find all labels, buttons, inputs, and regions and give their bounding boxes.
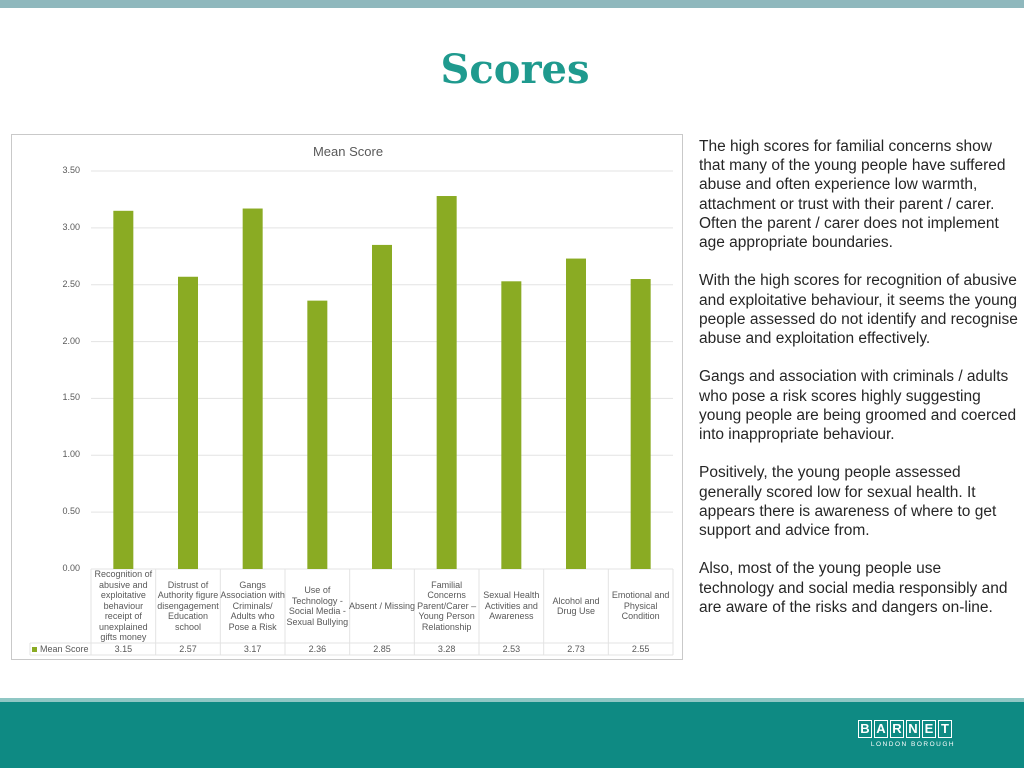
category-label: Alcohol and Drug Use <box>552 595 600 617</box>
bar-chart <box>29 170 674 656</box>
data-label: 3.17 <box>243 644 262 654</box>
category-label: Distrust of Authority figure disengageme… <box>157 579 219 632</box>
bar <box>436 196 457 569</box>
category-label: Use of Technology - Social Media - Sexua… <box>286 585 349 627</box>
bar <box>372 244 392 569</box>
slide-title: Scores <box>440 46 590 93</box>
y-tick-label: 2.00 <box>62 335 80 346</box>
logo-letter: B <box>858 720 872 738</box>
footer-band <box>0 702 1024 768</box>
logo-subtitle: LONDON BOROUGH <box>870 741 956 748</box>
chart-container: Mean Score 0.00 0.50 1.00 1.50 2.00 2.50 3.00 3… <box>11 134 683 660</box>
category-label: Familial Concerns Parent/Carer – Young P… <box>417 579 477 632</box>
commentary-text: The high scores for familial concerns sh… <box>699 137 1019 636</box>
bar <box>630 279 651 569</box>
data-label: 2.73 <box>567 644 585 654</box>
logo-letter: T <box>938 720 952 738</box>
bar <box>178 276 198 569</box>
y-tick-label: 3.00 <box>62 221 80 232</box>
data-label: 2.36 <box>308 644 327 654</box>
category-label: Absent / Missing <box>348 600 415 611</box>
bar <box>242 208 263 570</box>
category-label: Gangs Association with Criminals/ Adults… <box>220 579 285 632</box>
y-tick-label: 2.50 <box>62 278 80 289</box>
y-tick-label: 0.00 <box>62 563 80 573</box>
logo-letter: E <box>922 720 936 738</box>
y-tick-label: 3.50 <box>62 165 80 175</box>
logo-letter: N <box>906 720 920 738</box>
top-accent-bar <box>0 0 1024 8</box>
data-label: 2.85 <box>373 644 391 654</box>
bar <box>501 281 522 569</box>
bar <box>566 258 586 569</box>
commentary-paragraph: Positively, the young people assessed ge… <box>699 464 997 540</box>
data-label: 3.15 <box>114 644 133 654</box>
chart-title: Mean Score <box>312 144 384 159</box>
y-tick-label: 1.50 <box>62 392 80 403</box>
legend-entry: Mean Score <box>32 642 89 656</box>
bar <box>113 210 134 570</box>
commentary-paragraph: Gangs and association with criminals / a… <box>699 368 1017 444</box>
category-label: Sexual Health Activities and Awareness <box>483 590 540 622</box>
legend-swatch <box>32 646 37 652</box>
bar <box>307 300 328 569</box>
logo-letter: A <box>874 720 888 738</box>
logo-letter: R <box>890 720 904 738</box>
data-label: 3.28 <box>437 644 456 654</box>
category-label: Emotional and Physical Condition <box>611 590 670 622</box>
commentary-paragraph: With the high scores for recognition of … <box>699 272 1018 348</box>
commentary-paragraph: Also, most of the young people use techn… <box>699 560 1008 616</box>
data-label: 2.57 <box>179 644 197 654</box>
commentary-paragraph: The high scores for familial concerns sh… <box>699 138 1006 252</box>
data-label: 2.55 <box>631 644 650 654</box>
y-tick-label: 1.00 <box>62 449 80 460</box>
data-label: 2.53 <box>502 644 521 654</box>
legend-label: Mean Score <box>40 644 89 654</box>
y-tick-label: 0.50 <box>62 506 80 517</box>
footer-accent <box>0 698 1024 702</box>
category-label: Recognition of abusive and exploitative … <box>94 569 153 643</box>
